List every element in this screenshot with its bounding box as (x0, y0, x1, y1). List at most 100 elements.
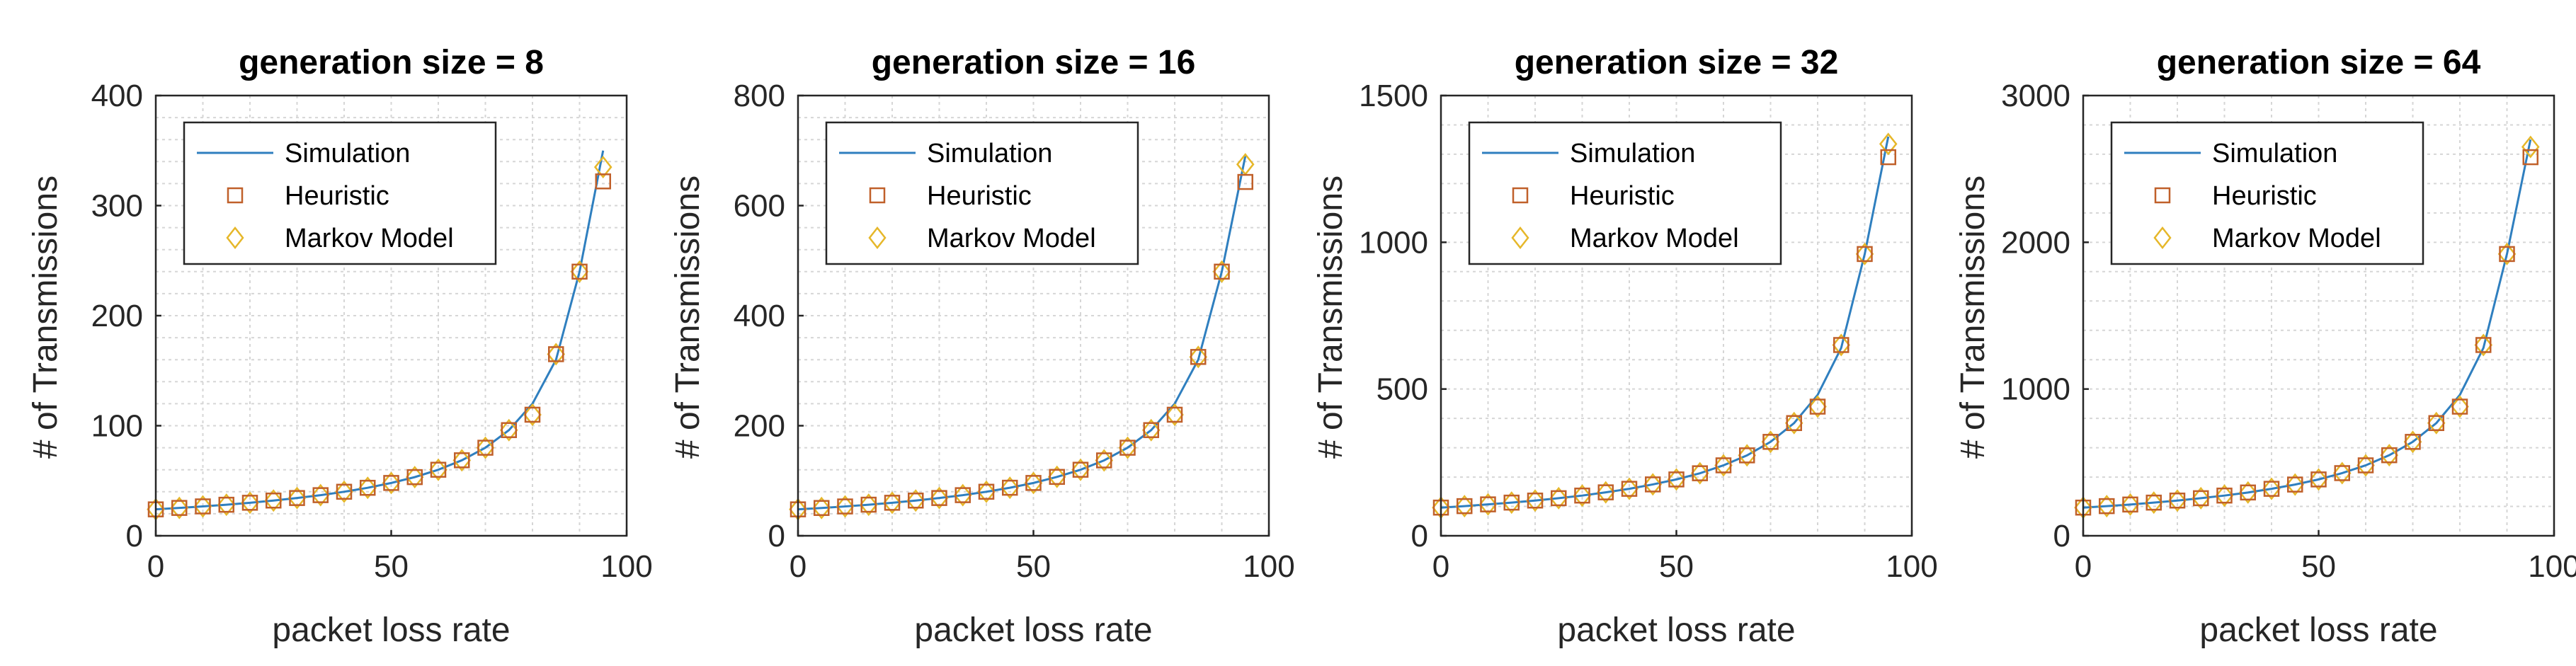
markov-marker (570, 260, 589, 283)
markov-marker (193, 495, 212, 518)
y-tick-label: 1500 (1359, 79, 1428, 113)
legend: Simulation Heuristic Markov Model (825, 121, 1139, 265)
x-tick-label: 50 (374, 549, 409, 584)
markov-marker (593, 156, 612, 179)
markov-marker (287, 486, 307, 510)
markov-marker (429, 458, 448, 481)
x-axis-label: packet loss rate (2199, 612, 2437, 649)
heuristic-marker (2287, 476, 2303, 493)
markov-marker (2332, 461, 2352, 485)
markov-marker (1047, 465, 1066, 488)
heuristic-marker (454, 452, 470, 469)
heuristic-marker (954, 487, 971, 503)
markov-marker (2427, 411, 2446, 435)
markov-marker (1879, 132, 1898, 156)
markov-marker (1714, 454, 1733, 477)
markov-marker (2451, 395, 2469, 418)
heuristic-marker (1072, 461, 1089, 478)
y-tick-label: 400 (91, 79, 143, 113)
legend-box (825, 121, 1139, 265)
heuristic-marker (1096, 452, 1112, 469)
legend-square-swatch (1512, 187, 1529, 204)
markov-marker (1118, 436, 1137, 459)
heuristic-marker (171, 500, 188, 516)
markov-marker (1095, 449, 1114, 472)
y-tick-label: 800 (734, 79, 785, 113)
y-tick-label: 0 (1411, 519, 1428, 553)
heuristic-marker (1621, 481, 1638, 497)
markov-marker (217, 493, 236, 517)
heuristic-marker (595, 173, 611, 190)
y-tick-label: 0 (768, 519, 785, 553)
y-axis-label: # of Transmissions (669, 176, 707, 459)
heuristic-marker (1527, 492, 1544, 509)
markov-marker (883, 491, 901, 515)
markov-marker (170, 496, 189, 519)
heuristic-marker (2193, 490, 2209, 507)
heuristic-marker (1214, 263, 1230, 280)
heuristic-marker (1002, 479, 1018, 496)
heuristic-marker (2122, 496, 2138, 513)
legend-label: Simulation (927, 139, 1052, 168)
heuristic-marker (2169, 492, 2186, 509)
x-axis-label: packet loss rate (914, 612, 1152, 649)
markov-marker (1166, 403, 1184, 426)
heuristic-marker (1190, 349, 1207, 365)
markov-marker (523, 403, 542, 426)
y-tick-label: 2000 (2001, 225, 2070, 260)
x-tick-label: 100 (600, 549, 652, 584)
markov-marker (1141, 418, 1161, 442)
x-axis-label: packet loss rate (1557, 612, 1795, 649)
markov-marker (405, 466, 424, 489)
heuristic-marker (1668, 471, 1685, 488)
heuristic-marker (2334, 465, 2350, 481)
heuristic-marker (1119, 440, 1136, 456)
legend-label: Simulation (1570, 139, 1695, 168)
markov-marker (2192, 486, 2211, 510)
markov-marker (2474, 333, 2493, 357)
markov-marker (2121, 493, 2140, 516)
markov-marker (930, 486, 949, 510)
markov-marker (1808, 395, 1827, 418)
heuristic-marker (2475, 337, 2492, 353)
heuristic-marker (1809, 398, 1826, 415)
legend-diamond-swatch (2153, 226, 2172, 250)
x-tick-label: 50 (1659, 549, 1694, 584)
heuristic-marker (1457, 498, 1473, 515)
heuristic-marker (2145, 494, 2162, 511)
markov-marker (906, 489, 925, 512)
heuristic-marker (524, 406, 541, 423)
markov-marker (358, 476, 377, 500)
markov-marker (1001, 476, 1020, 500)
chart-title: generation size = 16 (872, 44, 1196, 81)
heuristic-marker (1833, 337, 1850, 353)
legend-diamond-swatch (1511, 226, 1529, 250)
markov-marker (2309, 468, 2328, 491)
heuristic-marker (571, 263, 588, 280)
heuristic-marker (1049, 469, 1065, 486)
y-axis-label: # of Transmissions (27, 176, 64, 459)
heuristic-marker (1739, 447, 1755, 464)
heuristic-marker (477, 440, 494, 456)
legend-label: Markov Model (927, 224, 1096, 253)
y-tick-label: 300 (91, 189, 143, 224)
markov-marker (2215, 484, 2234, 507)
markov-marker (1855, 242, 1874, 265)
heuristic-marker (266, 492, 282, 509)
markov-marker (311, 483, 330, 507)
legend-label: Markov Model (1570, 224, 1739, 253)
markov-marker (1784, 411, 1803, 435)
markov-marker (1643, 473, 1663, 496)
markov-marker (1526, 489, 1544, 512)
heuristic-marker (908, 492, 924, 509)
chart-panel-1: 0 50 100 0 100 200 300 400 generation size = 8 pa… (27, 44, 653, 649)
legend-label: Heuristic (927, 181, 1032, 211)
heuristic-marker (814, 500, 830, 516)
legend-label: Simulation (2212, 139, 2337, 168)
legend-box (1468, 121, 1782, 265)
heuristic-marker (1143, 422, 1159, 438)
heuristic-marker (1574, 487, 1590, 504)
x-tick-label: 0 (790, 549, 807, 584)
y-tick-label: 100 (91, 409, 143, 444)
